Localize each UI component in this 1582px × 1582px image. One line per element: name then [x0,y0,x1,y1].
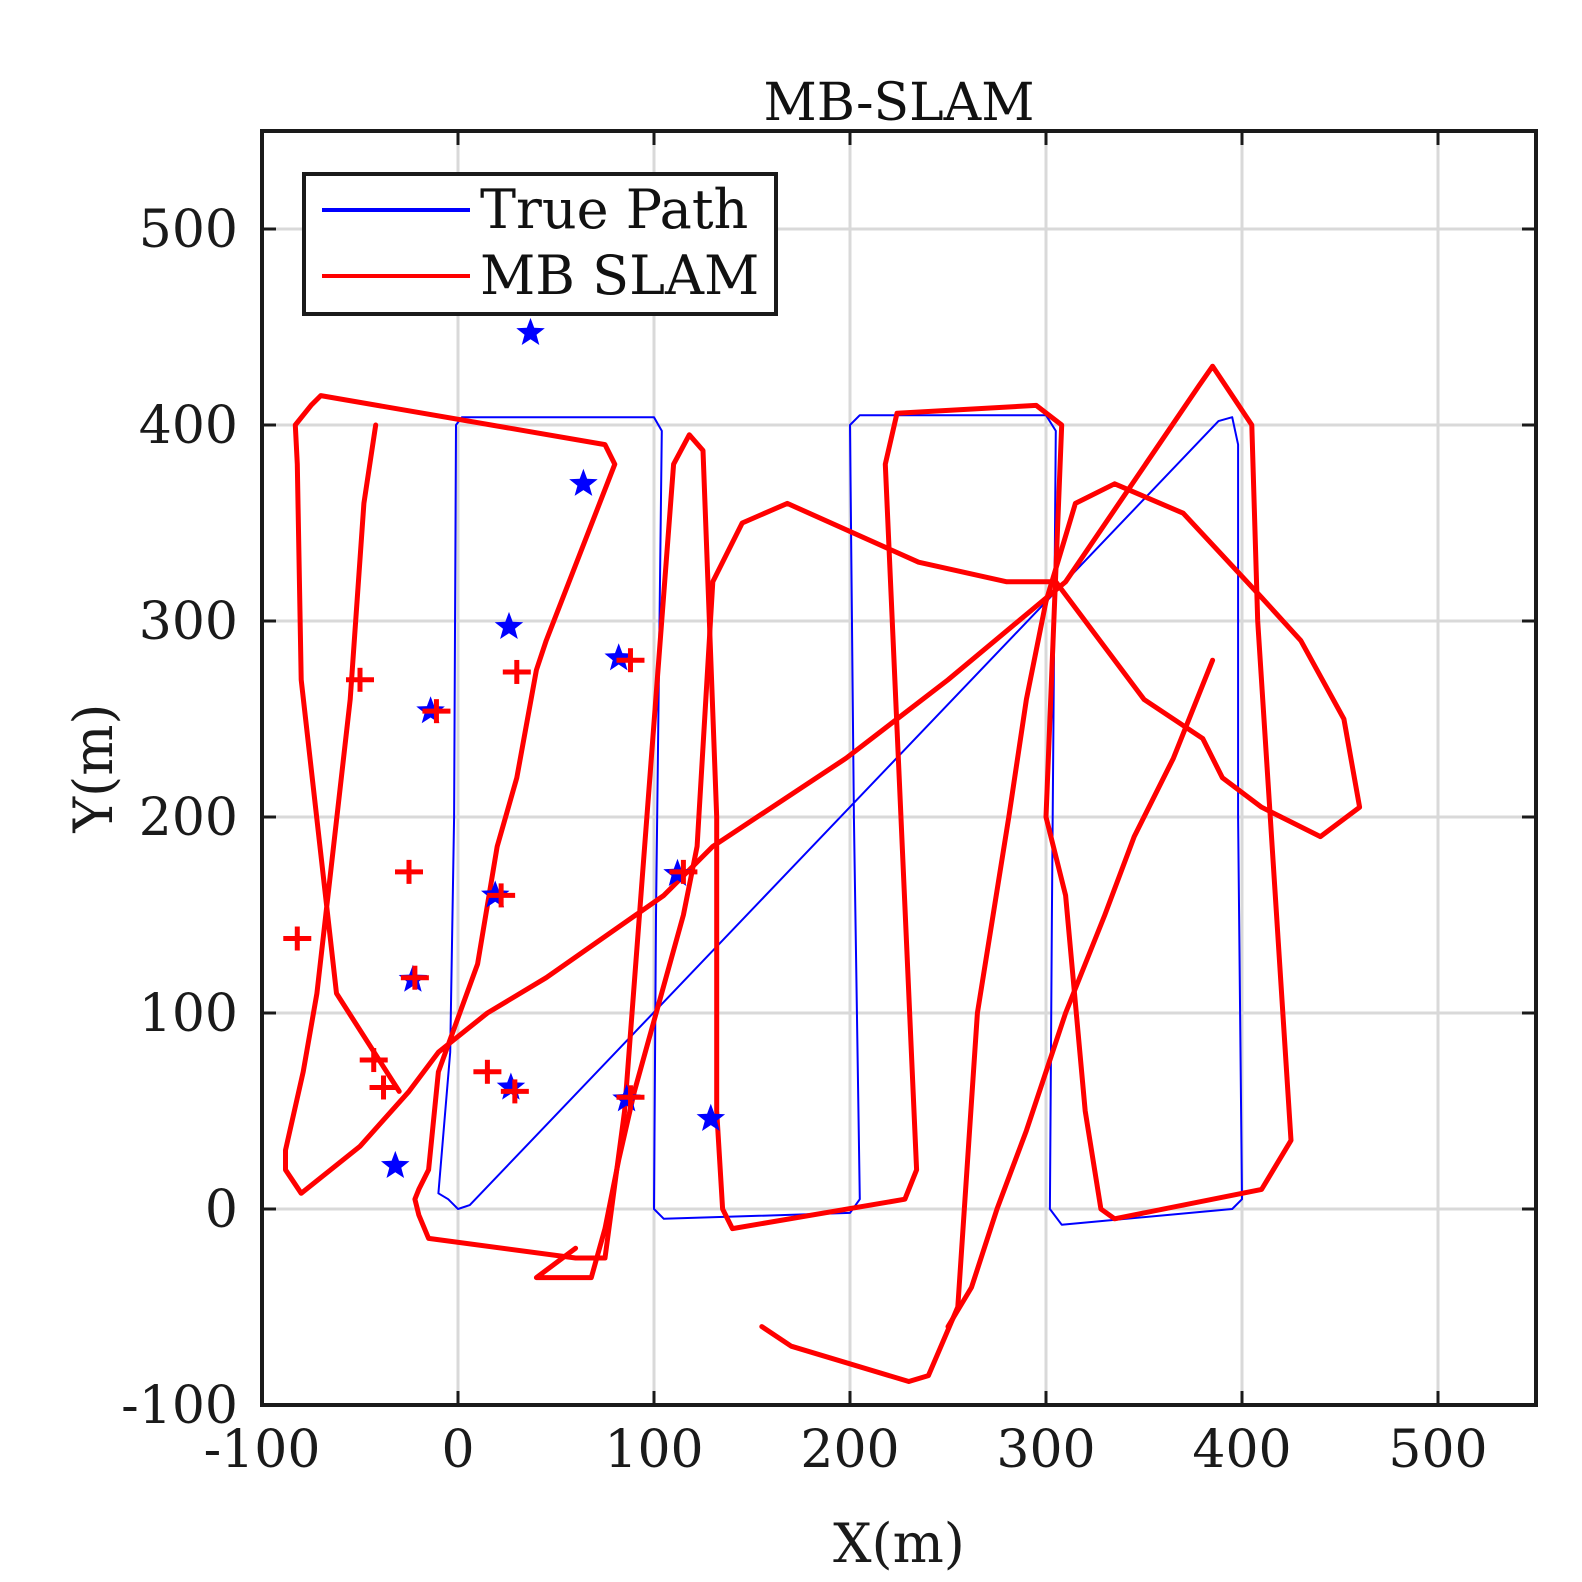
y-tick-label: 100 [139,984,238,1044]
landmark-estimate-marker [616,1085,645,1110]
series-line-0 [437,414,1243,1226]
plot-frame [260,129,1538,1407]
y-tick-label: -100 [121,1376,238,1436]
legend: True Path MB SLAM [302,172,778,316]
landmark-estimate-marker [369,1075,398,1100]
legend-label-true-path: True Path [480,178,748,241]
ticks: -100 0 100 200 300 400 500 -100 0 100 200 300 400 500 [121,131,1536,1480]
landmark-true-marker [516,317,545,345]
x-tick-label: 300 [996,1420,1095,1480]
x-tick-label: 100 [604,1420,703,1480]
x-tick-label: -100 [204,1420,321,1480]
landmark-estimate-marker [487,883,516,908]
landmark-true-marker [569,468,598,496]
markers-layer [283,317,726,1178]
series-layer [283,363,1363,1384]
landmark-true-marker [381,1150,410,1178]
landmark-estimate-marker [422,699,451,724]
y-tick-label: 500 [139,200,238,260]
chart-title: MB-SLAM [764,73,1035,133]
x-tick-label: 500 [1388,1420,1487,1480]
landmark-estimate-marker [473,1059,502,1084]
series-line-2 [533,481,1363,1384]
landmark-true-marker [696,1103,726,1131]
landmark-estimate-marker [500,1079,529,1104]
landmark-estimate-marker [400,965,429,990]
y-tick-label: 0 [205,1180,238,1240]
landmark-estimate-marker [395,859,423,884]
landmark-estimate-marker [616,648,645,673]
landmark-true-marker [496,1072,526,1100]
landmark-true-marker [604,643,633,671]
y-tick-label: 400 [139,396,238,456]
x-tick-label: 200 [800,1420,899,1480]
legend-label-mb-slam: MB SLAM [480,244,759,307]
y-tick-label: 200 [139,788,238,848]
y-axis-label: Y(m) [62,704,125,834]
landmark-estimate-marker [502,659,531,684]
landmark-estimate-marker [346,667,374,692]
series-line-3 [945,657,1216,1330]
y-tick-label: 300 [139,592,238,652]
landmark-true-marker [494,611,524,639]
landmark-estimate-marker [283,926,312,951]
series-line-1 [283,363,1294,1261]
landmark-estimate-marker [359,1048,388,1073]
landmark-estimate-marker [669,859,698,884]
x-tick-label: 0 [441,1420,474,1480]
x-axis-label: X(m) [833,1512,965,1575]
x-tick-label: 400 [1192,1420,1291,1480]
legend-box [302,172,778,316]
